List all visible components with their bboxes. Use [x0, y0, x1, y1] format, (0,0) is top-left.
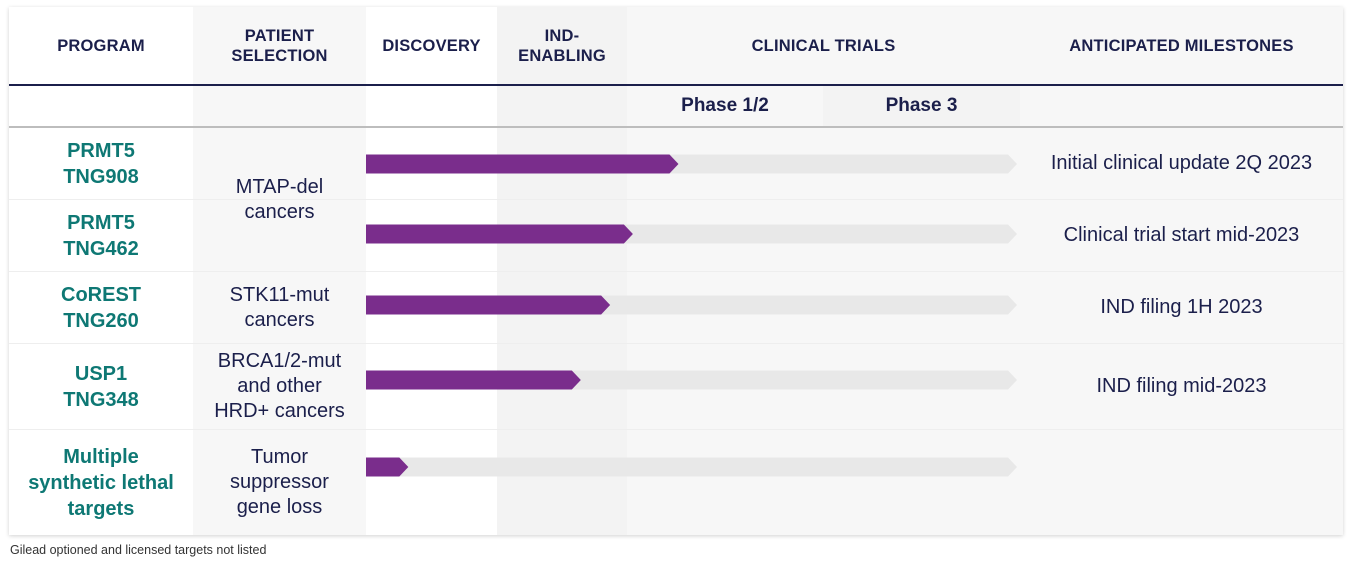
milestone-text: Clinical trial start mid-2023	[1063, 224, 1300, 246]
progress-track	[366, 457, 1017, 477]
header-divider	[9, 84, 1343, 86]
row-divider	[9, 343, 1343, 344]
header-anticipated-milestones: ANTICIPATED MILESTONES	[1069, 36, 1294, 55]
progress-bar-fill	[366, 154, 679, 174]
subheader-divider	[9, 126, 1343, 128]
program-name: PRMT5 TNG908	[63, 139, 139, 188]
header-discovery: DISCOVERY	[382, 36, 481, 55]
pipeline-table: PROGRAM PATIENT SELECTION DISCOVERY IND- E…	[9, 7, 1343, 535]
row-divider	[9, 429, 1343, 430]
program-name: PRMT5 TNG462	[63, 211, 139, 260]
phase-1-2-label: Phase 1/2	[681, 95, 769, 116]
progress-bar-fill	[366, 224, 633, 244]
program-name: Multiple synthetic lethal targets	[28, 445, 174, 520]
progress-bar-fill	[366, 457, 409, 477]
header-clinical-trials: CLINICAL TRIALS	[751, 36, 896, 55]
patient-selection-cell: STK11-mut cancers	[229, 283, 330, 331]
footnote: Gilead optioned and licensed targets not…	[10, 543, 267, 557]
row-divider	[9, 271, 1343, 272]
phase3-subheader-bg	[823, 86, 1020, 126]
progress-bar-fill	[366, 370, 581, 390]
header-ind-enabling: IND- ENABLING	[518, 26, 606, 65]
program-name: CoREST TNG260	[61, 283, 141, 332]
patient-selection-cell: BRCA1/2-mut and other HRD+ cancers	[214, 350, 345, 422]
milestone-text: IND filing mid-2023	[1096, 375, 1267, 397]
progress-bar-fill	[366, 295, 611, 315]
header-patient-selection: PATIENT SELECTION	[231, 26, 328, 65]
header-program: PROGRAM	[57, 36, 145, 55]
progress-bars	[366, 154, 1017, 477]
milestone-text: Initial clinical update 2Q 2023	[1050, 152, 1313, 174]
patient-selection-cell: MTAP-del cancers	[235, 175, 324, 223]
milestone-text: IND filing 1H 2023	[1100, 296, 1263, 318]
program-name: USP1 TNG348	[63, 362, 139, 411]
phase-3-label: Phase 3	[885, 95, 958, 116]
row-divider	[9, 199, 1343, 200]
patient-selection-cell: Tumor suppressor gene loss	[230, 446, 329, 518]
